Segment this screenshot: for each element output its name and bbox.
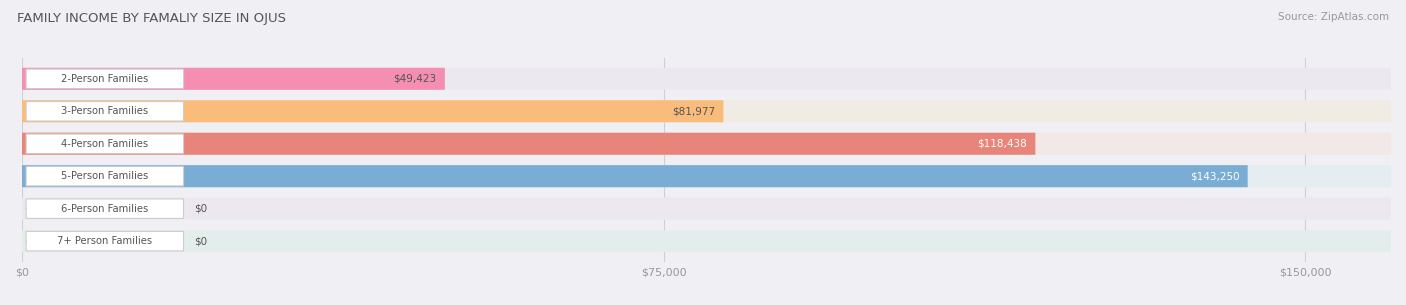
Text: 2-Person Families: 2-Person Families (62, 74, 149, 84)
FancyBboxPatch shape (22, 100, 1391, 122)
Text: 4-Person Families: 4-Person Families (62, 139, 149, 149)
Text: FAMILY INCOME BY FAMALIY SIZE IN OJUS: FAMILY INCOME BY FAMALIY SIZE IN OJUS (17, 12, 285, 25)
FancyBboxPatch shape (27, 69, 184, 88)
FancyBboxPatch shape (22, 165, 1391, 187)
FancyBboxPatch shape (27, 134, 184, 153)
FancyBboxPatch shape (22, 133, 1391, 155)
FancyBboxPatch shape (22, 165, 1247, 187)
FancyBboxPatch shape (27, 167, 184, 186)
Text: $0: $0 (194, 236, 208, 246)
Text: $49,423: $49,423 (394, 74, 437, 84)
Text: $143,250: $143,250 (1189, 171, 1240, 181)
Text: $81,977: $81,977 (672, 106, 716, 116)
Text: Source: ZipAtlas.com: Source: ZipAtlas.com (1278, 12, 1389, 22)
FancyBboxPatch shape (27, 199, 184, 218)
Text: $118,438: $118,438 (977, 139, 1028, 149)
FancyBboxPatch shape (27, 231, 184, 251)
Text: 3-Person Families: 3-Person Families (62, 106, 149, 116)
FancyBboxPatch shape (22, 230, 1391, 252)
FancyBboxPatch shape (22, 133, 1035, 155)
Text: 6-Person Families: 6-Person Families (62, 204, 149, 214)
FancyBboxPatch shape (22, 68, 1391, 90)
Text: 7+ Person Families: 7+ Person Families (58, 236, 152, 246)
FancyBboxPatch shape (22, 68, 444, 90)
FancyBboxPatch shape (22, 198, 1391, 220)
FancyBboxPatch shape (22, 100, 724, 122)
FancyBboxPatch shape (27, 102, 184, 121)
Text: $0: $0 (194, 204, 208, 214)
Text: 5-Person Families: 5-Person Families (62, 171, 149, 181)
